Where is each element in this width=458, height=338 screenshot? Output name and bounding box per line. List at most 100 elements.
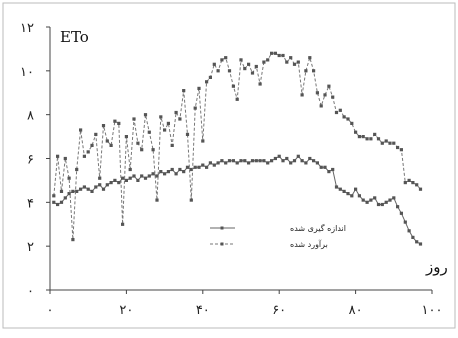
series-0-point-89 (392, 196, 396, 200)
series-0-point-47 (231, 159, 235, 163)
series-1-point-54 (258, 82, 262, 86)
x-tick-label-0: ۰ (47, 303, 54, 318)
series-1-point-39 (201, 139, 205, 143)
series-0-point-18 (121, 176, 125, 180)
series-1-point-86 (380, 141, 384, 145)
series-0-point-28 (159, 170, 163, 174)
series-0-point-1 (56, 202, 60, 207)
series-1-point-61 (285, 60, 289, 64)
series-0-point-34 (182, 170, 186, 174)
y-tick-label-6: ۱۲ (20, 21, 34, 36)
series-0-point-42 (212, 163, 216, 167)
series-0-point-22 (136, 178, 140, 182)
series-1-point-26 (151, 148, 155, 152)
series-1-point-48 (235, 97, 239, 101)
series-1-point-80 (357, 135, 361, 139)
series-1-point-72 (327, 84, 331, 88)
series-0-point-37 (193, 165, 197, 169)
series-0-point-50 (243, 159, 247, 163)
series-0-point-64 (296, 154, 300, 158)
series-1-point-79 (354, 130, 358, 134)
series-0-point-73 (331, 167, 335, 172)
series-0-point-33 (178, 167, 182, 172)
series-1-point-4 (67, 176, 71, 180)
y-tick-label-4: ۸ (27, 109, 34, 124)
series-1-point-31 (170, 143, 174, 147)
chart-frame (2, 2, 456, 329)
series-1-point-44 (220, 58, 224, 62)
x-tick-label-1: ۲۰ (119, 303, 133, 318)
series-0-point-90 (396, 205, 400, 209)
series-0-point-84 (373, 196, 377, 200)
series-1-point-16 (113, 119, 117, 123)
series-0-point-66 (304, 161, 308, 165)
series-1-point-93 (407, 178, 411, 182)
series-1-point-34 (182, 89, 186, 93)
series-0-point-86 (380, 202, 384, 207)
series-0-point-3 (63, 196, 67, 200)
series-0-point-74 (334, 185, 339, 189)
series-0-point-39 (201, 163, 205, 167)
series-1-point-37 (193, 106, 197, 110)
series-1-point-25 (147, 130, 151, 134)
series-1-point-43 (216, 69, 220, 73)
series-1-point-35 (185, 132, 190, 136)
series-0-point-81 (361, 198, 365, 202)
y-tick-label-2: ۴ (27, 196, 34, 211)
series-0-point-95 (415, 240, 419, 244)
series-1-point-36 (189, 198, 193, 202)
series-1-point-45 (224, 56, 228, 60)
series-1-point-38 (197, 86, 201, 90)
series-1-point-55 (262, 60, 266, 64)
series-0-point-48 (235, 161, 239, 165)
series-0-point-93 (407, 229, 411, 233)
series-1-point-60 (281, 53, 285, 58)
series-0-point-30 (166, 170, 170, 174)
series-0-point-85 (376, 202, 381, 207)
series-1-point-1 (56, 154, 60, 158)
series-1-point-77 (346, 117, 350, 121)
series-1-point-56 (266, 58, 270, 62)
series-layer (52, 51, 423, 246)
series-0-point-10 (90, 189, 94, 193)
series-0-point-57 (270, 159, 274, 163)
series-0-point-27 (155, 174, 159, 178)
series-1-point-8 (82, 154, 86, 158)
series-1-point-0 (52, 194, 56, 198)
series-0-point-14 (105, 183, 109, 187)
series-0-point-71 (323, 165, 327, 169)
series-1-point-49 (239, 58, 243, 62)
series-1-point-13 (101, 124, 106, 128)
series-0-point-69 (315, 161, 319, 165)
series-1-point-28 (159, 115, 163, 119)
series-0-point-5 (71, 189, 75, 193)
series-1-point-21 (132, 117, 136, 121)
series-0-point-62 (289, 161, 293, 165)
series-0-point-52 (250, 159, 255, 163)
series-0-point-20 (128, 176, 132, 180)
series-1-point-17 (117, 121, 121, 125)
series-1-point-32 (174, 110, 178, 115)
series-1-point-94 (411, 181, 415, 185)
series-1-point-69 (315, 91, 319, 95)
series-1-point-91 (399, 148, 403, 152)
axes (49, 27, 432, 291)
series-0-point-25 (147, 174, 151, 178)
series-0-point-26 (151, 172, 155, 176)
series-1-point-53 (254, 64, 258, 69)
series-0-point-31 (170, 167, 174, 172)
series-line-1 (53, 52, 421, 240)
series-1-point-9 (86, 150, 90, 154)
series-0-point-0 (52, 200, 56, 204)
series-0-point-72 (327, 170, 331, 174)
series-0-point-44 (220, 159, 224, 163)
x-tick-label-2: ۴۰ (196, 303, 210, 318)
series-0-point-13 (101, 187, 106, 191)
series-0-point-15 (109, 181, 113, 185)
series-1-point-51 (247, 62, 251, 66)
series-1-point-41 (208, 75, 212, 79)
series-1-point-74 (334, 110, 339, 115)
series-0-point-83 (369, 198, 373, 202)
y-tick-label-3: ۶ (27, 153, 34, 168)
series-1-point-6 (75, 167, 79, 172)
